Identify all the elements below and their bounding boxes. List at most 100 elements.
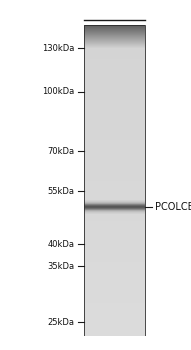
Bar — [84, 76, 145, 77]
Bar — [84, 34, 145, 35]
Bar — [84, 68, 145, 69]
Bar — [84, 86, 145, 87]
Bar — [84, 144, 145, 145]
Bar — [84, 84, 145, 85]
Bar — [84, 185, 145, 186]
Bar — [84, 158, 145, 159]
Bar — [84, 70, 145, 71]
Bar — [84, 309, 145, 310]
Bar — [84, 26, 145, 27]
Bar — [84, 153, 145, 154]
Bar — [84, 27, 145, 28]
Bar — [84, 99, 145, 100]
Bar — [84, 294, 145, 295]
Bar — [84, 108, 145, 109]
Bar — [84, 119, 145, 120]
Bar — [84, 110, 145, 111]
Bar — [84, 220, 145, 222]
Bar — [84, 104, 145, 105]
Text: 130kDa: 130kDa — [42, 44, 74, 53]
Bar — [84, 312, 145, 313]
Bar — [84, 162, 145, 163]
Bar — [84, 83, 145, 84]
Bar — [84, 332, 145, 333]
Bar — [84, 253, 145, 254]
Bar — [84, 135, 145, 136]
Bar — [84, 335, 145, 336]
Bar — [84, 265, 145, 266]
Bar — [84, 266, 145, 267]
Bar — [84, 117, 145, 118]
Bar — [84, 320, 145, 321]
Bar — [84, 88, 145, 89]
Bar — [84, 140, 145, 141]
Bar — [84, 202, 145, 203]
Bar — [84, 257, 145, 258]
Bar — [84, 199, 145, 201]
Bar — [84, 41, 145, 42]
Bar — [84, 263, 145, 264]
Bar — [84, 223, 145, 224]
Bar — [84, 161, 145, 162]
Bar — [84, 259, 145, 260]
Bar — [84, 164, 145, 165]
Bar — [84, 288, 145, 289]
Bar — [84, 46, 145, 47]
Bar — [84, 271, 145, 272]
Bar — [84, 279, 145, 280]
Bar — [84, 184, 145, 185]
Bar — [84, 235, 145, 236]
Bar — [84, 150, 145, 152]
Bar — [84, 278, 145, 279]
Bar — [84, 31, 145, 32]
Bar — [84, 268, 145, 269]
Bar — [84, 289, 145, 290]
Bar — [84, 275, 145, 276]
Bar — [84, 141, 145, 142]
Bar — [84, 308, 145, 309]
Bar — [84, 139, 145, 140]
Text: 100kDa: 100kDa — [42, 88, 74, 96]
Bar — [84, 243, 145, 244]
Bar — [84, 304, 145, 305]
Bar — [84, 191, 145, 192]
Bar — [84, 102, 145, 103]
Bar — [84, 286, 145, 287]
Bar — [84, 166, 145, 167]
Bar — [84, 296, 145, 298]
Bar — [84, 302, 145, 303]
Bar — [84, 39, 145, 40]
Bar — [84, 105, 145, 106]
Bar — [84, 331, 145, 332]
Bar — [84, 241, 145, 242]
Bar — [84, 209, 145, 210]
Bar — [84, 38, 145, 39]
Bar — [84, 121, 145, 122]
Bar — [84, 125, 145, 126]
Bar — [84, 180, 145, 181]
Bar — [84, 212, 145, 213]
Bar — [84, 229, 145, 230]
Bar — [84, 273, 145, 274]
Bar — [84, 256, 145, 257]
Bar — [84, 130, 145, 131]
Bar — [84, 238, 145, 239]
Bar — [84, 313, 145, 314]
Bar — [84, 74, 145, 75]
Bar — [84, 315, 145, 316]
Bar — [84, 66, 145, 67]
Bar — [84, 194, 145, 195]
Bar — [84, 210, 145, 211]
Bar — [84, 42, 145, 43]
Bar — [84, 80, 145, 81]
Bar — [84, 75, 145, 76]
Bar — [84, 148, 145, 149]
Bar — [84, 248, 145, 250]
Bar — [84, 69, 145, 70]
Bar — [84, 324, 145, 326]
Bar — [84, 290, 145, 291]
Bar — [84, 323, 145, 324]
Bar — [84, 62, 145, 63]
Bar — [84, 29, 145, 30]
Bar — [84, 314, 145, 315]
